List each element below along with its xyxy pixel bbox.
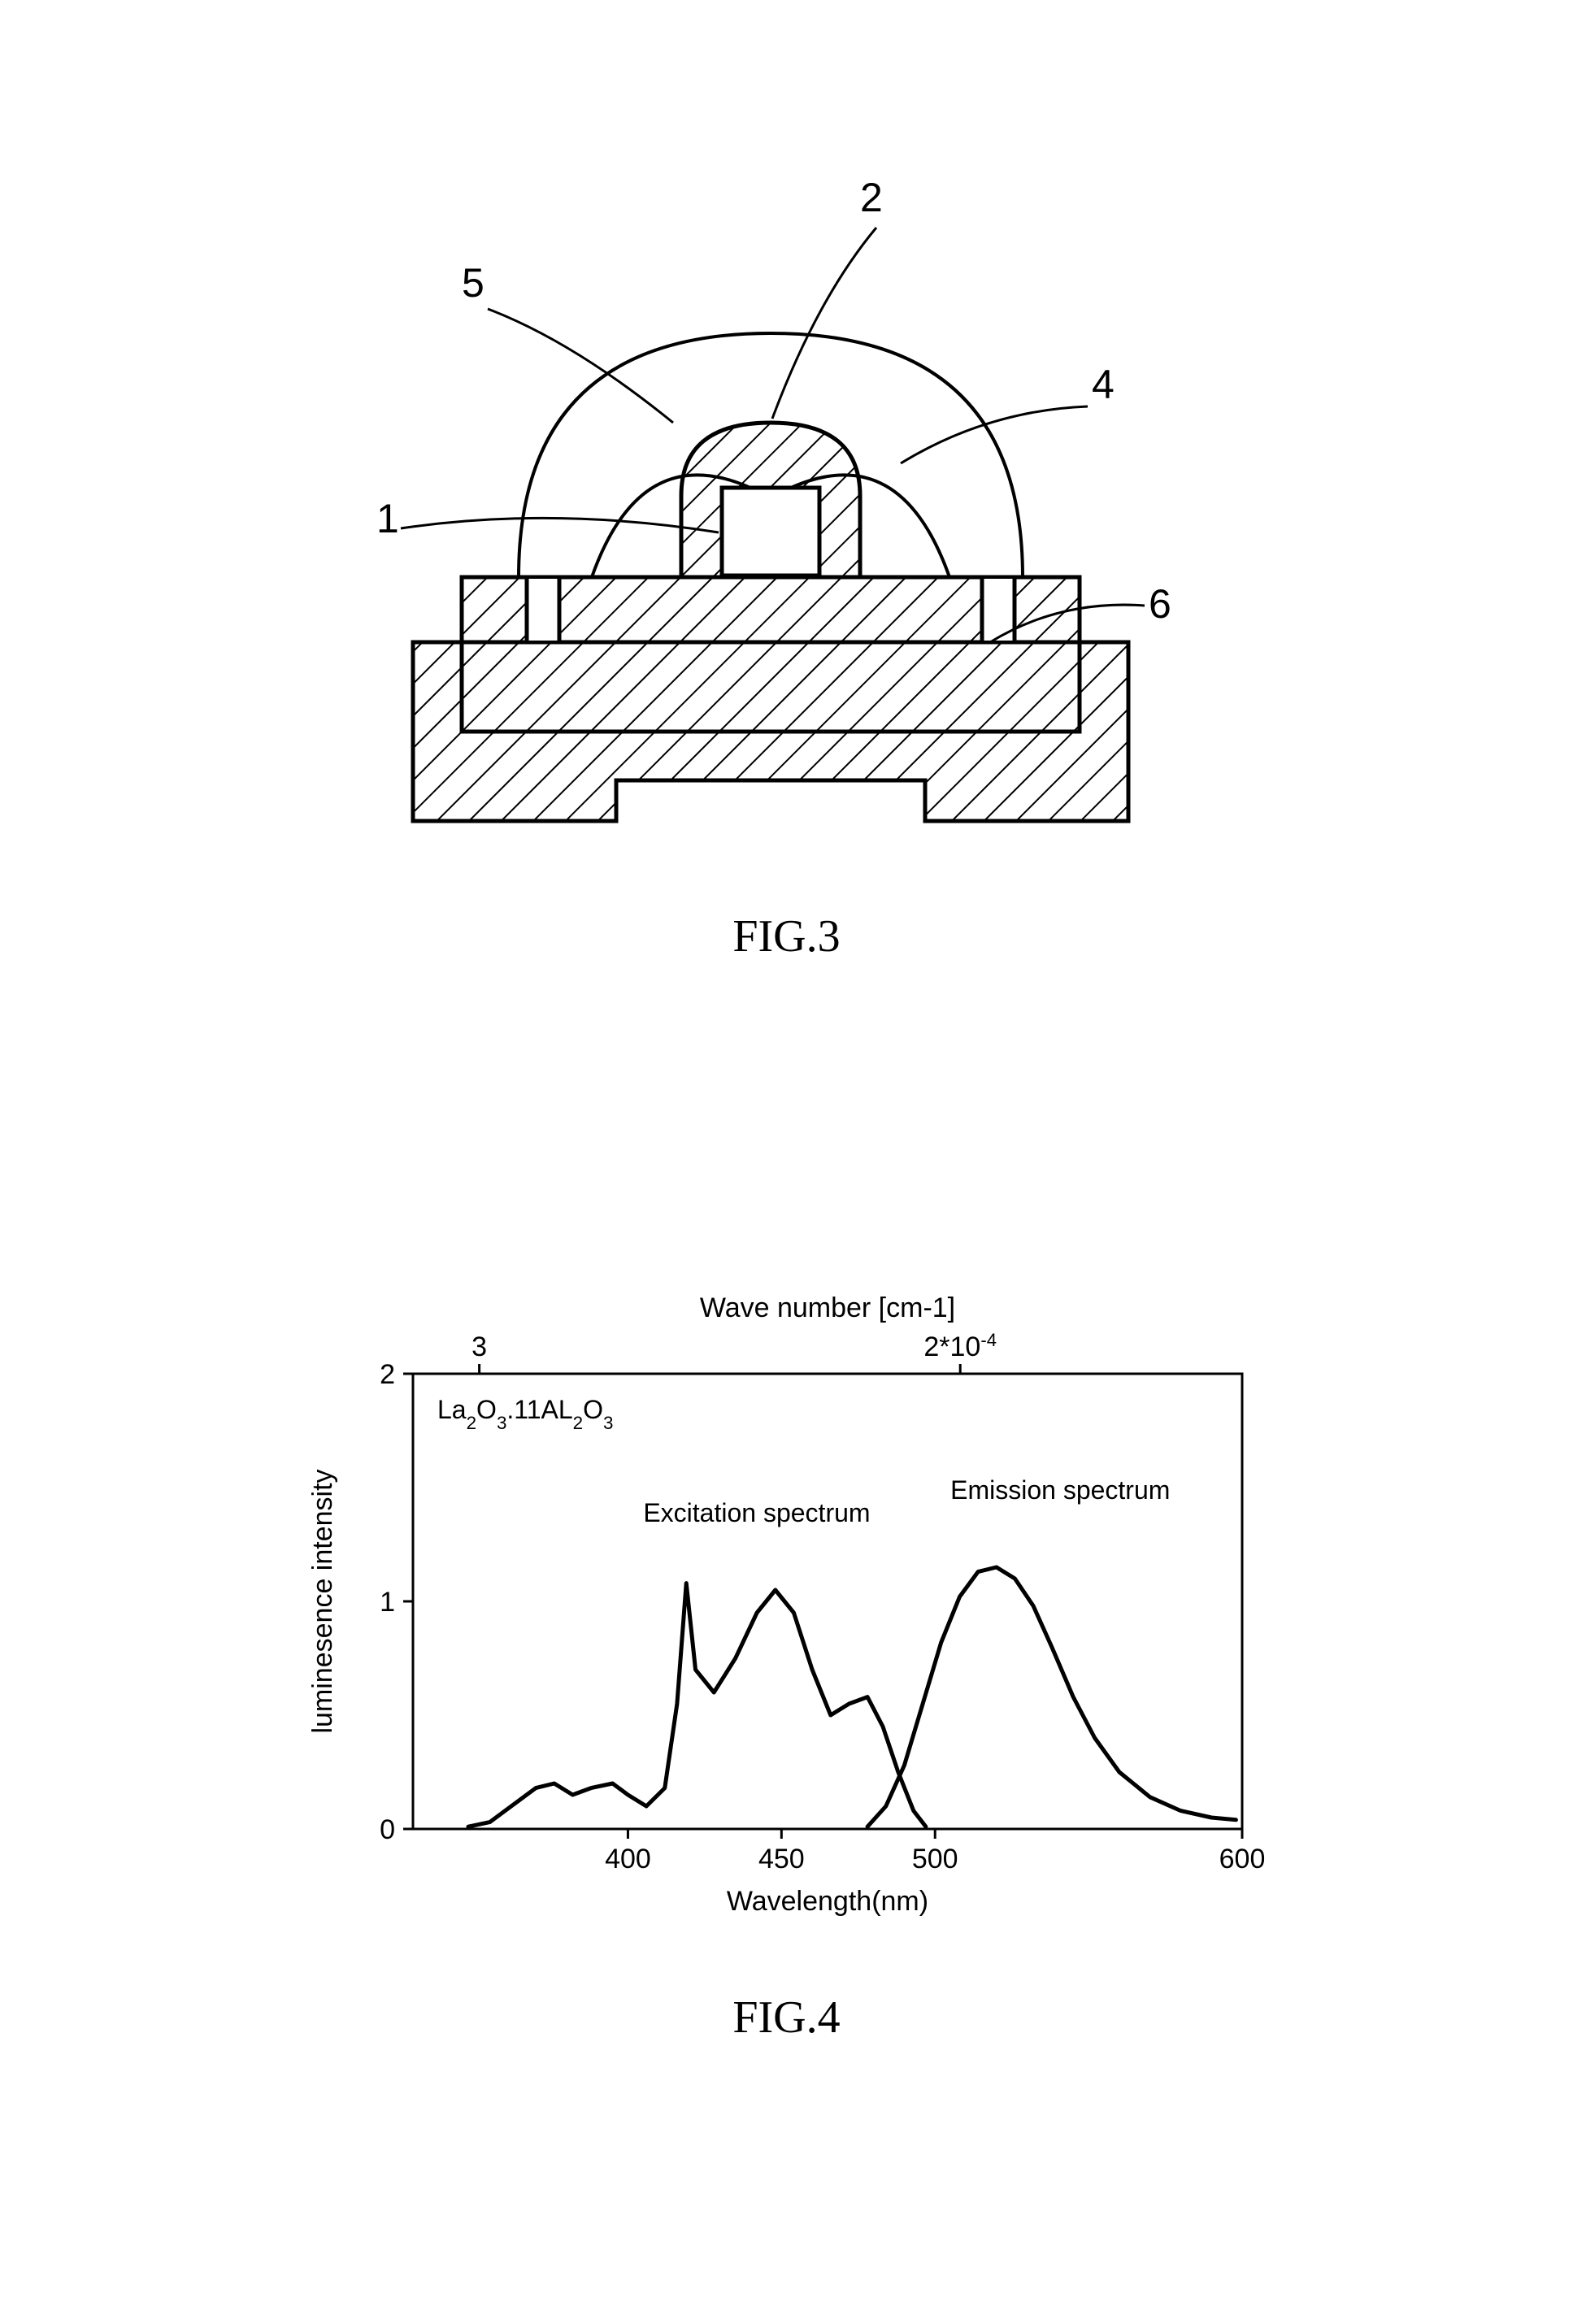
top-tick-label: 2*10-4 bbox=[923, 1330, 997, 1363]
leader-label: 2 bbox=[860, 175, 883, 220]
top-tick-label: 3 bbox=[471, 1331, 487, 1362]
fig4-svg: 0 1 2 400 450 500 600 3 2*10-4 Wave number [cm-1]… bbox=[259, 1252, 1315, 1967]
ytick-label: 0 bbox=[380, 1814, 395, 1845]
figure-4: 0 1 2 400 450 500 600 3 2*10-4 Wave number [cm-1]… bbox=[0, 1252, 1573, 2044]
excitation-label: Excitation spectrum bbox=[643, 1498, 870, 1527]
fig4-caption: FIG.4 bbox=[0, 1992, 1573, 2044]
leader-line bbox=[772, 228, 876, 419]
top-axis-label: Wave number [cm-1] bbox=[699, 1292, 954, 1323]
xtick-label: 400 bbox=[605, 1844, 651, 1874]
x-axis-label: Wavelength(nm) bbox=[726, 1886, 928, 1917]
leader-line bbox=[488, 309, 673, 423]
fig3-base bbox=[413, 577, 1128, 821]
leader-label: 5 bbox=[462, 260, 485, 306]
leader-line bbox=[901, 406, 1088, 463]
ytick-label: 2 bbox=[380, 1359, 395, 1390]
ytick-label: 1 bbox=[380, 1587, 395, 1618]
formula-label: La2O3.11AL2O3 bbox=[437, 1395, 613, 1433]
plot-frame bbox=[413, 1374, 1242, 1829]
y-axis-label: luminesence intensity bbox=[307, 1469, 338, 1733]
fig3-caption: FIG.3 bbox=[0, 910, 1573, 962]
xtick-label: 450 bbox=[758, 1844, 804, 1874]
xtick-label: 500 bbox=[911, 1844, 958, 1874]
excitation-curve bbox=[468, 1583, 926, 1827]
emission-curve bbox=[867, 1567, 1236, 1827]
leader-label: 4 bbox=[1092, 362, 1115, 407]
xtick-label: 600 bbox=[1219, 1844, 1265, 1874]
leader-label: 1 bbox=[376, 496, 399, 541]
fig3-svg: 2 5 4 1 6 bbox=[218, 73, 1356, 886]
fig3-inner-dome bbox=[681, 423, 860, 577]
leader-label: 6 bbox=[1149, 581, 1171, 627]
figure-3: 2 5 4 1 6 FIG.3 bbox=[0, 73, 1573, 962]
leader-line bbox=[401, 518, 719, 532]
emission-label: Emission spectrum bbox=[950, 1475, 1170, 1505]
